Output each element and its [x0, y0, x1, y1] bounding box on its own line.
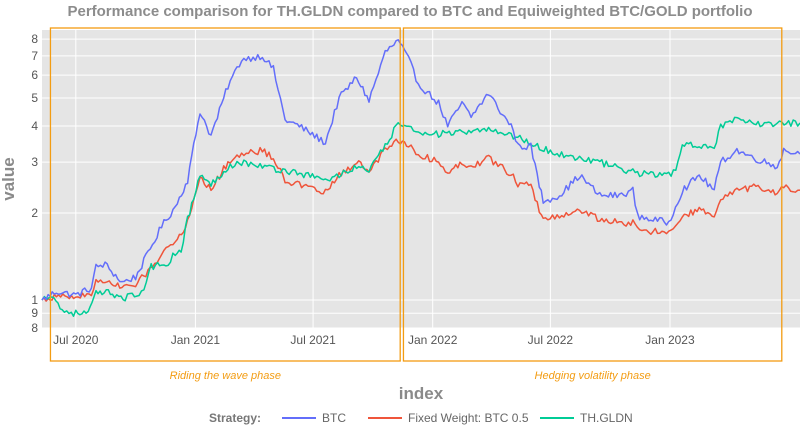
- y-tick-label: 8: [31, 321, 38, 335]
- legend-title: Strategy:: [209, 411, 261, 425]
- btc-line: [41, 39, 800, 301]
- x-tick-label: Jan 2023: [645, 333, 695, 347]
- y-tick-label: 8: [31, 32, 38, 46]
- x-tick-label: Jan 2022: [408, 333, 458, 347]
- legend: Strategy: BTC Fixed Weight: BTC 0.5 TH.GLDN: [209, 411, 633, 425]
- y-tick-label: 4: [31, 119, 38, 133]
- y-tick-label: 3: [31, 155, 38, 169]
- y-tick-label: 9: [31, 306, 38, 320]
- legend-item-label: BTC: [322, 411, 346, 425]
- y-tick-label: 6: [31, 68, 38, 82]
- y-tick-label: 1: [31, 293, 38, 307]
- series-lines: [41, 39, 800, 317]
- y-tick-label: 2: [31, 206, 38, 220]
- x-tick-label: Jan 2021: [171, 333, 221, 347]
- phase-box: [402, 27, 783, 362]
- chart-title: Performance comparison for TH.GLDN compa…: [67, 3, 752, 20]
- legend-item-label: TH.GLDN: [580, 411, 633, 425]
- x-tick-label: Jul 2021: [290, 333, 336, 347]
- fixed-weight-line: [41, 138, 800, 302]
- x-tick-label: Jul 2022: [528, 333, 574, 347]
- phase-label: Hedging volatility phase: [535, 370, 651, 382]
- y-tick-label: 5: [31, 91, 38, 105]
- phase-label: Riding the wave phase: [170, 370, 281, 382]
- phase-annotations: Riding the wave phase Hedging volatility …: [49, 27, 783, 382]
- y-axis-label: value: [0, 157, 18, 200]
- gridlines: [42, 30, 800, 329]
- legend-item-label: Fixed Weight: BTC 0.5: [408, 411, 529, 425]
- plot-area: [42, 30, 800, 328]
- thgldn-line: [41, 116, 800, 317]
- x-axis-label: index: [399, 384, 444, 403]
- x-tick-label: Jul 2020: [53, 333, 99, 347]
- phase-box: [49, 27, 401, 362]
- y-tick-label: 7: [31, 49, 38, 63]
- x-axis-ticks: Jul 2020 Jan 2021 Jul 2021 Jan 2022 Jul 2022…: [53, 333, 695, 347]
